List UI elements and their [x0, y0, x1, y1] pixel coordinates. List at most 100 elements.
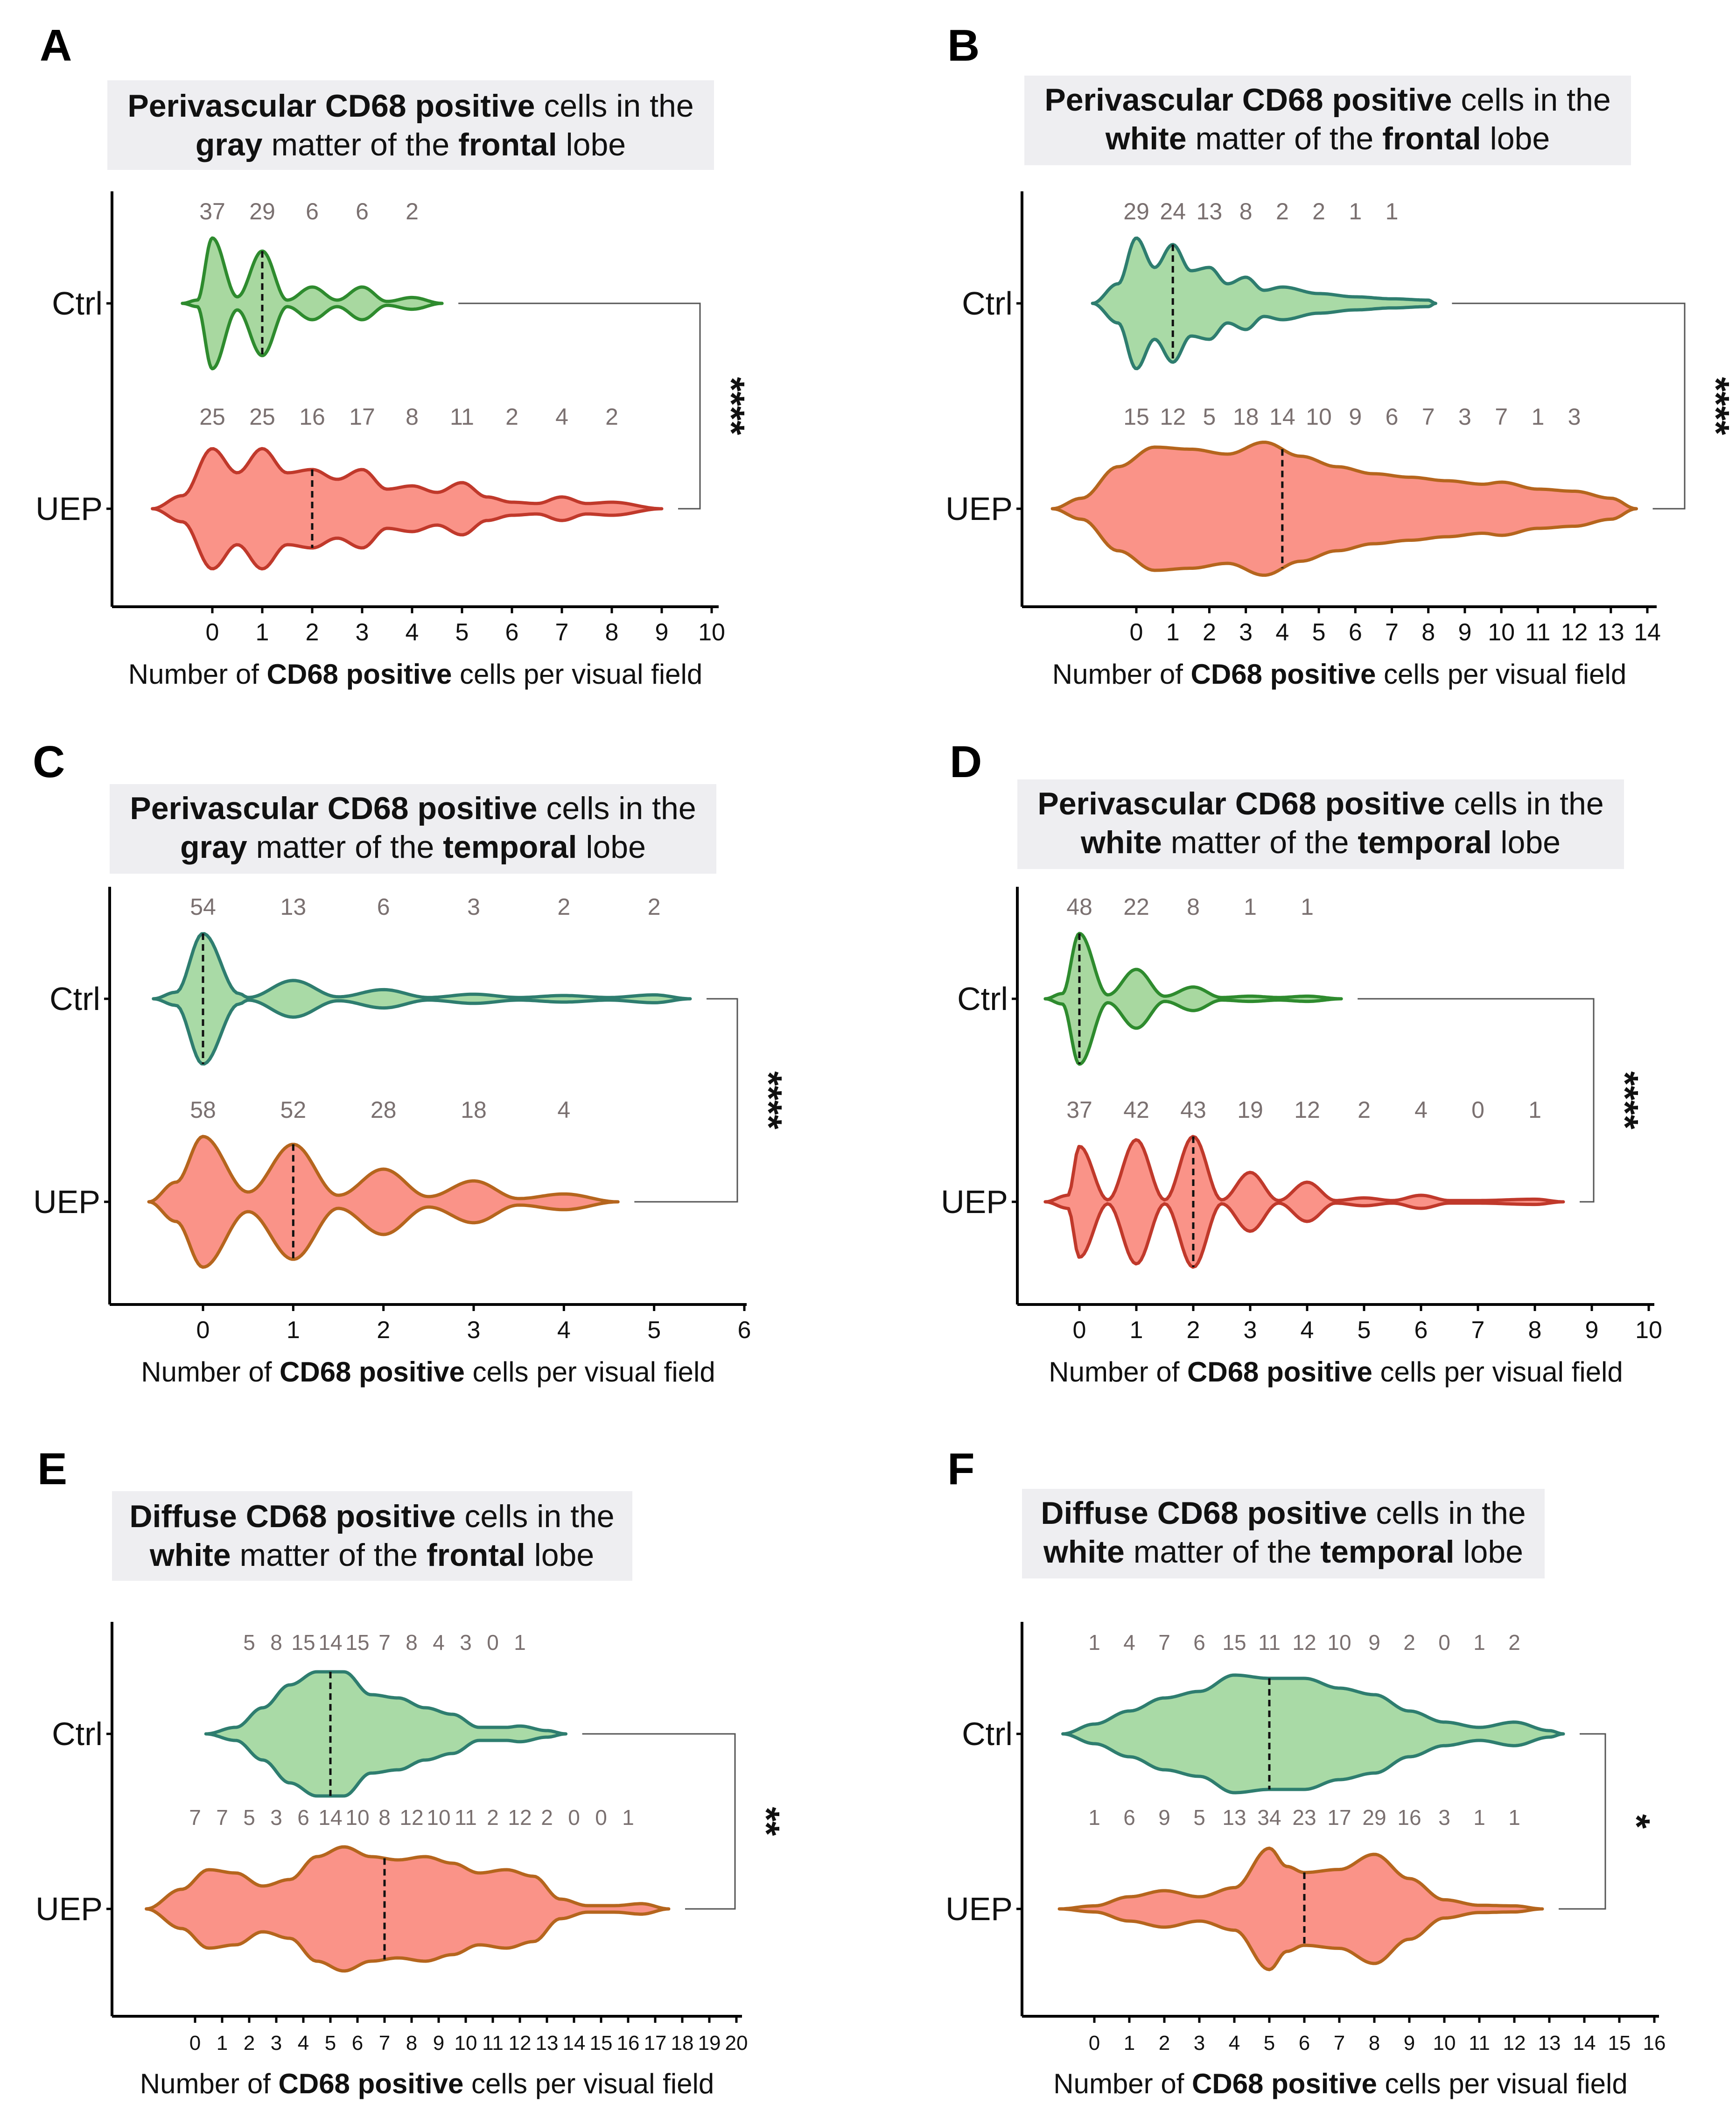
x-tick-label: 10: [1635, 1317, 1662, 1344]
title-box: [1017, 779, 1624, 869]
x-tick-label: 4: [1229, 2032, 1240, 2055]
x-tick-label: 7: [1334, 2032, 1345, 2055]
x-tick-label: 1: [287, 1317, 300, 1344]
x-tick-label: 2: [306, 619, 319, 646]
x-tick-label: 12: [1561, 619, 1588, 646]
panel-letter: F: [947, 1444, 975, 1494]
x-tick-label: 3: [1244, 1317, 1257, 1344]
count-label: 7: [378, 1630, 391, 1655]
title-run: Diffuse CD68 positive: [129, 1499, 455, 1534]
x-axis-label-post: cells per visual field: [1376, 659, 1626, 690]
count-label: 28: [371, 1097, 397, 1123]
count-label: 0: [487, 1630, 499, 1655]
title-run: frontal: [458, 127, 557, 162]
x-axis-label-bold: CD68 positive: [1187, 1356, 1372, 1388]
count-label: 29: [249, 198, 275, 224]
count-label: 1: [1386, 198, 1399, 224]
violin-ctrl: [181, 236, 444, 371]
panel-letter: D: [950, 737, 982, 787]
count-label: 1: [1508, 1805, 1520, 1830]
y-label-ctrl: Ctrl: [962, 285, 1013, 322]
count-label: 1: [622, 1805, 634, 1830]
title-box: [107, 80, 714, 170]
title-run: temporal: [443, 829, 577, 865]
x-tick-label: 6: [1414, 1317, 1428, 1344]
count-label: 0: [1438, 1630, 1450, 1655]
title-line: Perivascular CD68 positive cells in the: [1037, 786, 1603, 821]
count-label: 9: [1368, 1630, 1380, 1655]
y-label-uep: UEP: [945, 491, 1013, 527]
x-tick-label: 13: [1538, 2032, 1561, 2055]
count-label: 17: [349, 404, 375, 430]
title: Perivascular CD68 positive cells in the w…: [1037, 786, 1603, 860]
x-tick-label: 6: [1349, 619, 1362, 646]
count-label: 0: [1471, 1097, 1484, 1123]
count-label: 6: [356, 198, 369, 224]
title-run: matter of the: [1125, 1534, 1321, 1570]
x-tick-label: 3: [1239, 619, 1253, 646]
title-run: lobe: [1455, 1534, 1523, 1570]
x-axis-label: Number of CD68 positive cells per visual…: [1052, 659, 1626, 690]
x-tick-label: 11: [1525, 619, 1550, 646]
count-label: 42: [1123, 1097, 1149, 1123]
y-label-ctrl: Ctrl: [957, 981, 1008, 1017]
violin-ctrl: [1061, 1673, 1565, 1795]
y-label-ctrl: Ctrl: [52, 285, 103, 322]
y-label-uep: UEP: [35, 491, 103, 527]
count-label: 18: [461, 1097, 487, 1123]
count-label: 12: [1160, 404, 1186, 430]
x-tick-label: 1: [1130, 1317, 1143, 1344]
x-tick-label: 3: [356, 619, 369, 646]
count-label: 29: [1362, 1805, 1386, 1830]
count-label: 8: [406, 1630, 418, 1655]
count-label: 0: [568, 1805, 580, 1830]
x-axis-label-pre: Number of: [140, 2068, 279, 2099]
x-axis-label: Number of CD68 positive cells per visual…: [141, 1356, 715, 1388]
count-label: 3: [460, 1630, 472, 1655]
title-line: white matter of the frontal lobe: [1105, 121, 1550, 156]
x-tick-label: 8: [605, 619, 619, 646]
count-label: 37: [199, 198, 225, 224]
count-label: 22: [1123, 894, 1149, 920]
x-tick-label: 7: [379, 2032, 390, 2055]
violin-ctrl: [152, 932, 692, 1066]
x-tick-label: 8: [1528, 1317, 1542, 1344]
count-label: 14: [318, 1805, 342, 1830]
title-run: Diffuse CD68 positive: [1041, 1495, 1367, 1531]
x-tick-label: 1: [217, 2032, 228, 2055]
count-label: 3: [467, 894, 480, 920]
count-label: 12: [399, 1805, 423, 1830]
y-label-ctrl: Ctrl: [962, 1716, 1013, 1752]
violin-uep: [145, 1845, 671, 1973]
significance-bracket: [1452, 302, 1686, 510]
count-label: 0: [595, 1805, 607, 1830]
title: Perivascular CD68 positive cells in theg…: [130, 791, 696, 865]
x-tick-label: 4: [298, 2032, 309, 2055]
x-tick-label: 14: [1634, 619, 1661, 646]
x-tick-label: 6: [352, 2032, 363, 2055]
x-tick-label: 10: [455, 2032, 477, 2055]
title-run: lobe: [577, 829, 645, 865]
x-tick-label: 13: [536, 2032, 559, 2055]
count-label: 2: [1358, 1097, 1371, 1123]
violin-ctrl: [1091, 236, 1437, 371]
count-label: 2: [505, 404, 518, 430]
x-tick-label: 2: [244, 2032, 255, 2055]
panel-d: D Perivascular CD68 positive cells in th…: [941, 737, 1662, 1388]
title-run: white: [149, 1537, 231, 1573]
title-line: gray matter of the frontal lobe: [196, 127, 626, 162]
count-label: 16: [299, 404, 325, 430]
x-tick-label: 9: [1458, 619, 1471, 646]
violin-uep: [1057, 1846, 1544, 1971]
count-label: 1: [1528, 1097, 1541, 1123]
x-tick-label: 8: [406, 2032, 417, 2055]
count-label: 2: [605, 404, 618, 430]
x-tick-label: 3: [467, 1317, 481, 1344]
x-axis-label-bold: CD68 positive: [279, 2068, 464, 2099]
x-tick-label: 9: [655, 619, 669, 646]
title-run: lobe: [525, 1537, 594, 1573]
count-label: 12: [1292, 1630, 1316, 1655]
